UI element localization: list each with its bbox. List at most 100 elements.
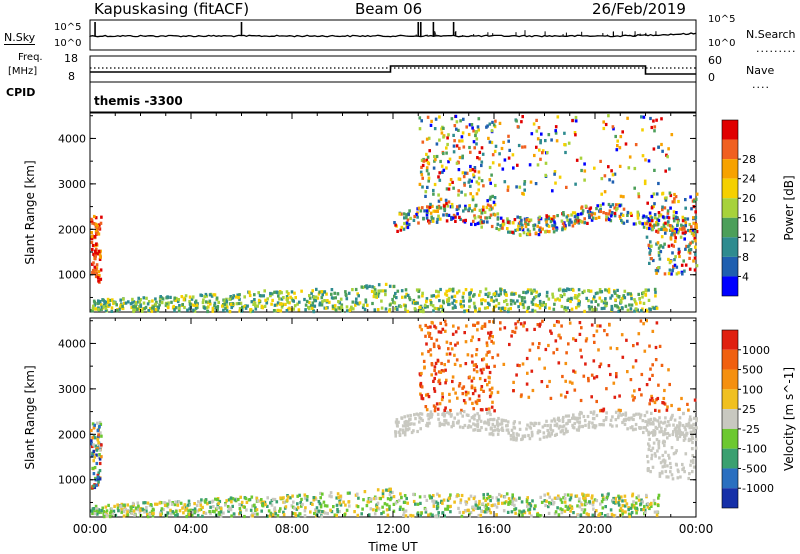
data-cell [430,373,433,377]
data-cell [532,423,536,427]
data-cell [518,427,522,431]
data-cell [199,503,203,507]
data-cell [226,505,230,509]
data-cell [639,301,642,305]
data-cell [664,450,667,454]
data-cell [304,308,307,312]
data-cell [609,418,613,422]
data-cell [468,204,471,208]
data-cell [526,222,530,226]
data-cell [573,215,577,219]
data-cell [606,513,610,517]
data-cell [658,430,661,434]
data-cell [210,500,214,504]
data-cell [457,161,460,165]
data-cell [553,419,557,423]
data-cell [110,507,113,511]
data-cell [671,251,674,255]
data-cell [594,291,598,296]
data-cell [517,433,520,437]
data-cell [513,507,516,512]
data-cell [98,253,102,257]
colorbar-frame [721,119,739,297]
data-cell [503,306,507,310]
data-cell [470,386,474,390]
data-cell [465,125,468,129]
data-cell [512,435,516,439]
data-cell [599,362,603,366]
data-cell [97,441,100,445]
data-cell [516,215,519,219]
data-cell [386,488,390,492]
data-cell [461,131,465,135]
data-cell [660,470,664,474]
data-cell [321,510,324,514]
data-cell [166,511,170,515]
data-cell [505,492,509,496]
data-cell [620,300,623,304]
data-cell [653,213,657,217]
data-cell [453,500,456,504]
data-cell [389,490,392,494]
data-cell [130,305,133,310]
data-cell [97,226,101,230]
data-cell [665,475,668,479]
data-cell [339,297,343,301]
data-cell [562,211,565,215]
data-cell [661,459,665,463]
data-cell [459,119,462,123]
data-cell [188,299,191,304]
data-cell [472,173,475,177]
data-cell [377,291,381,295]
data-cell [676,231,680,235]
colorbar-tick-label: -1000 [742,482,774,495]
data-cell [433,389,437,393]
data-cell [518,496,521,500]
data-cell [395,296,398,300]
data-cell [621,504,625,508]
data-cell [592,359,596,363]
data-cell [653,502,657,506]
data-cell [657,422,661,426]
data-cell [453,294,457,298]
data-cell [443,319,447,323]
data-cell [624,142,628,146]
data-cell [694,210,697,214]
colorbar-segment [722,120,738,140]
data-cell [99,255,102,259]
data-cell [450,217,453,221]
data-cell [537,294,541,298]
data-cell [628,514,631,519]
data-cell [480,179,484,183]
data-cell [257,291,260,295]
data-cell [118,307,121,311]
data-cell [211,306,215,310]
data-cell [419,209,423,213]
data-cell [132,300,136,304]
data-cell [449,510,452,514]
data-cell [549,423,552,427]
data-cell [303,297,306,302]
data-cell [678,434,682,439]
data-cell [185,507,189,511]
data-cell [685,244,688,248]
data-cell [579,501,583,505]
data-cell [246,304,249,308]
data-cell [576,513,580,517]
data-cell [151,514,155,518]
data-cell [108,303,111,307]
data-cell [209,505,212,509]
data-cell [413,413,416,417]
data-cell [547,505,550,509]
data-cell [618,204,622,208]
data-cell [385,508,389,512]
data-cell [664,198,668,202]
data-cell [564,395,567,399]
data-cell [219,514,223,518]
data-cell [437,294,440,298]
data-cell [120,510,123,514]
data-cell [452,420,455,424]
data-cell [685,433,688,437]
data-cell [588,307,591,311]
data-cell [554,125,558,129]
